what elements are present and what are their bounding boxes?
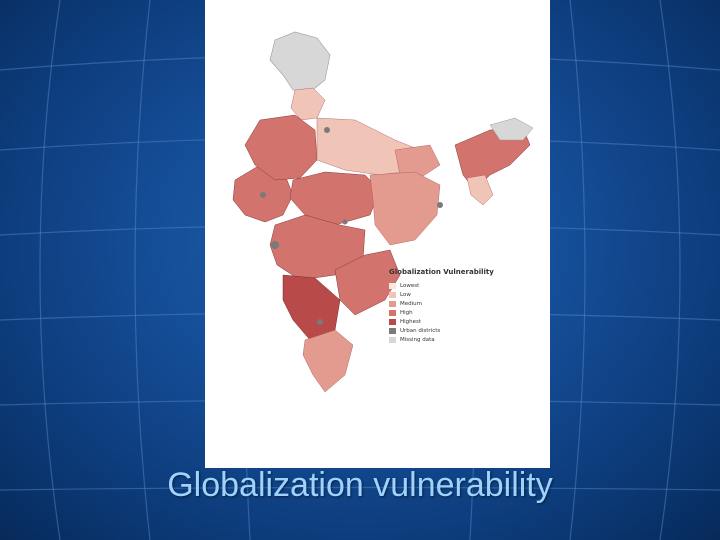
legend-label: Urban districts	[400, 328, 441, 334]
map-panel: Globalization Vulnerability Lowest Low M…	[205, 0, 550, 468]
legend-label: Lowest	[400, 283, 420, 289]
legend-label: Missing data	[400, 337, 435, 343]
legend-swatch	[389, 292, 396, 298]
legend-swatch	[389, 328, 396, 334]
legend-label: Medium	[400, 301, 422, 307]
legend-swatch	[389, 319, 396, 325]
legend-swatch	[389, 337, 396, 343]
urban-district-central	[342, 219, 348, 225]
urban-district-delhi	[324, 127, 330, 133]
india-choropleth-map	[232, 31, 534, 393]
legend-item-highest: Highest	[389, 318, 519, 326]
slide-title: Globalization vulnerability	[167, 466, 553, 504]
legend-label: Low	[400, 292, 411, 298]
region-north-missing	[269, 31, 331, 93]
legend-swatch	[389, 301, 396, 307]
urban-district-mumbai	[271, 241, 279, 249]
region-mp	[289, 171, 381, 226]
legend-title: Globalization Vulnerability	[389, 268, 494, 276]
legend-label: Highest	[400, 319, 422, 325]
region-south	[302, 329, 354, 393]
region-karnataka	[282, 274, 341, 341]
region-east-central	[369, 171, 441, 246]
legend-item-medium: Medium	[389, 300, 519, 308]
region-northeast-missing	[489, 117, 534, 141]
legend-item-lowest: Lowest	[389, 282, 519, 290]
urban-district-kolkata	[437, 202, 443, 208]
region-himachal	[290, 87, 326, 121]
legend-swatch	[389, 310, 396, 316]
legend-label: High	[400, 310, 413, 316]
legend-item-low: Low	[389, 291, 519, 299]
legend-swatch	[389, 283, 396, 289]
legend-item-missing: Missing data	[389, 336, 519, 344]
urban-district-ahmedabad	[260, 192, 266, 198]
legend-item-high: High	[389, 309, 519, 317]
region-bihar	[394, 144, 441, 179]
map-legend: Globalization Vulnerability Lowest Low M…	[389, 268, 519, 345]
legend-item-urban: Urban districts	[389, 327, 519, 335]
region-northeast-low	[466, 174, 494, 206]
urban-district-bangalore	[317, 319, 323, 325]
